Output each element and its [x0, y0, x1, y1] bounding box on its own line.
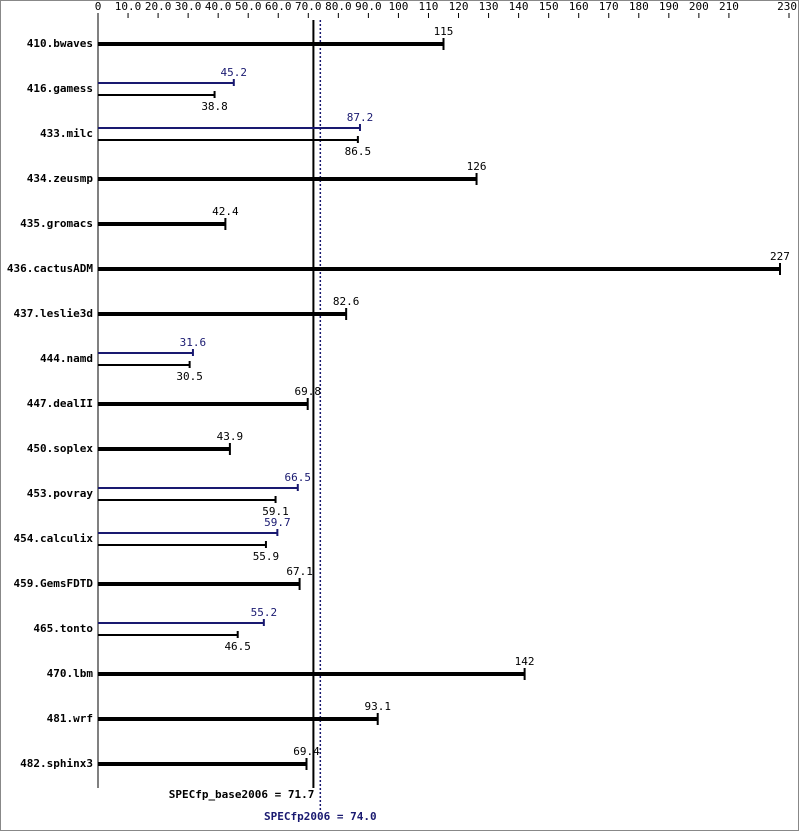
base-bar — [98, 544, 266, 546]
bar — [98, 267, 780, 271]
bar — [98, 672, 525, 676]
base-bar — [98, 139, 358, 141]
x-tick-label: 110 — [419, 0, 439, 13]
peak-bar — [98, 487, 298, 489]
value-label: 31.6 — [180, 336, 207, 349]
x-tick-label: 140 — [509, 0, 529, 13]
value-label: 45.2 — [221, 66, 248, 79]
value-label: 42.4 — [212, 205, 239, 218]
x-tick-label: 60.0 — [265, 0, 292, 13]
value-label: 126 — [467, 160, 487, 173]
x-tick-label: 210 — [719, 0, 739, 13]
bar — [98, 762, 307, 766]
value-label: 67.1 — [286, 565, 313, 578]
bar — [98, 312, 347, 316]
base-bar — [98, 634, 238, 636]
category-label: 444.namd — [40, 352, 93, 365]
value-label: 87.2 — [347, 111, 374, 124]
bar — [98, 177, 477, 181]
category-label: 450.soplex — [27, 442, 94, 455]
category-label: 482.sphinx3 — [20, 757, 93, 770]
base-bar — [98, 94, 215, 96]
category-label: 437.leslie3d — [14, 307, 93, 320]
category-label: 465.tonto — [33, 622, 93, 635]
category-label: 454.calculix — [14, 532, 94, 545]
value-label: 46.5 — [224, 640, 251, 653]
x-tick-label: 0 — [95, 0, 102, 13]
value-label: 227 — [770, 250, 790, 263]
x-tick-label: 90.0 — [355, 0, 382, 13]
value-label: 30.5 — [176, 370, 203, 383]
x-tick-label: 20.0 — [145, 0, 172, 13]
x-tick-label: 80.0 — [325, 0, 352, 13]
value-label: 82.6 — [333, 295, 360, 308]
value-label: 66.5 — [285, 471, 312, 484]
value-label: 43.9 — [217, 430, 244, 443]
value-label: 69.8 — [294, 385, 321, 398]
peak-bar — [98, 352, 193, 354]
value-label: 93.1 — [364, 700, 391, 713]
value-label: 142 — [515, 655, 535, 668]
bar — [98, 402, 308, 406]
x-tick-label: 30.0 — [175, 0, 202, 13]
x-tick-label: 200 — [689, 0, 709, 13]
peak-bar — [98, 82, 234, 84]
x-tick-label: 230 — [777, 0, 797, 13]
base-bar — [98, 499, 276, 501]
value-label: 86.5 — [345, 145, 372, 158]
category-label: 459.GemsFDTD — [14, 577, 94, 590]
category-label: 433.milc — [40, 127, 93, 140]
peak-bar — [98, 622, 264, 624]
category-label: 481.wrf — [47, 712, 93, 725]
category-label: 470.lbm — [47, 667, 94, 680]
x-tick-label: 190 — [659, 0, 679, 13]
peak-bar — [98, 532, 278, 534]
value-label: 38.8 — [201, 100, 228, 113]
x-tick-label: 50.0 — [235, 0, 262, 13]
reference-label: SPECfp2006 = 74.0 — [264, 810, 377, 823]
x-tick-label: 10.0 — [115, 0, 142, 13]
bar — [98, 717, 378, 721]
category-label: 410.bwaves — [27, 37, 93, 50]
bar — [98, 42, 444, 46]
value-label: 69.4 — [293, 745, 320, 758]
x-tick-label: 40.0 — [205, 0, 232, 13]
x-tick-label: 120 — [449, 0, 469, 13]
value-label: 55.2 — [251, 606, 278, 619]
x-tick-label: 170 — [599, 0, 619, 13]
category-label: 436.cactusADM — [7, 262, 93, 275]
value-label: 55.9 — [253, 550, 280, 563]
base-bar — [98, 364, 190, 366]
category-label: 435.gromacs — [20, 217, 93, 230]
bar — [98, 222, 226, 226]
category-label: 453.povray — [27, 487, 94, 500]
x-tick-label: 130 — [479, 0, 499, 13]
x-tick-label: 100 — [388, 0, 408, 13]
value-label: 115 — [434, 25, 454, 38]
x-tick-label: 160 — [569, 0, 589, 13]
value-label: 59.7 — [264, 516, 291, 529]
bar — [98, 582, 300, 586]
bar — [98, 447, 230, 451]
x-tick-label: 180 — [629, 0, 649, 13]
x-tick-label: 70.0 — [295, 0, 322, 13]
category-label: 416.gamess — [27, 82, 93, 95]
value-label: 59.1 — [262, 505, 289, 518]
reference-label: SPECfp_base2006 = 71.7 — [169, 788, 315, 801]
x-tick-label: 150 — [539, 0, 559, 13]
category-label: 447.dealII — [27, 397, 93, 410]
category-label: 434.zeusmp — [27, 172, 94, 185]
peak-bar — [98, 127, 360, 129]
